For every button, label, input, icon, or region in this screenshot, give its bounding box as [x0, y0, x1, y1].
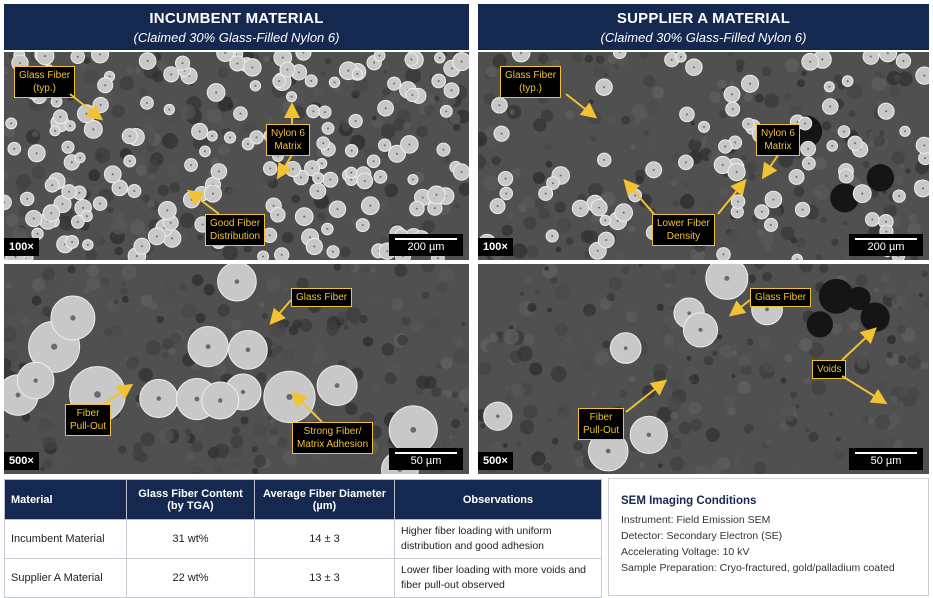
callout-glass-fiber: Glass Fiber: [750, 288, 812, 307]
cell-fiber-diameter: 14 ± 3: [254, 519, 395, 559]
callout-lower-density: Lower Fiber Density: [652, 214, 715, 246]
callout-nylon-matrix: Nylon 6 Matrix: [266, 124, 310, 156]
column-header-fiber-diameter: Average Fiber Diameter (µm): [254, 479, 395, 520]
magnification-label: 100×: [478, 238, 513, 256]
results-table: Material Glass Fiber Content (by TGA) Ave…: [4, 479, 602, 598]
column-header-material: Material: [4, 479, 127, 520]
callout-good-distribution: Good Fiber Distribution: [205, 214, 266, 246]
scale-bar-label: 50 µm: [410, 455, 442, 467]
scale-bar: 50 µm: [849, 448, 923, 470]
conditions-title: SEM Imaging Conditions: [621, 495, 757, 507]
cell-observations: Higher fiber loading with uniform distri…: [394, 519, 602, 559]
cell-fiber-content: 22 wt%: [126, 558, 255, 598]
condition-sample-prep: Sample Preparation: Cryo-fractured, gold…: [621, 562, 895, 574]
incumbent-subtitle: (Claimed 30% Glass-Filled Nylon 6): [133, 30, 340, 45]
incumbent-100x-micrograph: Glass Fiber (typ.) Nylon 6 Matrix Good Fib…: [4, 52, 469, 260]
cell-material: Supplier A Material: [4, 558, 127, 598]
table-header-row: Material Glass Fiber Content (by TGA) Ave…: [4, 479, 602, 520]
callout-glass-fiber: Glass Fiber: [291, 288, 353, 307]
supplier-a-title: SUPPLIER A MATERIAL: [616, 10, 791, 27]
condition-detector: Detector: Secondary Electron (SE): [621, 530, 783, 542]
scale-bar-label: 50 µm: [870, 455, 902, 467]
scale-bar: 50 µm: [389, 448, 463, 470]
supplier-a-100x-micrograph: Glass Fiber (typ.) Nylon 6 Matrix Lower Fi…: [478, 52, 929, 260]
sem-imaging-conditions: SEM Imaging Conditions Instrument: Field…: [608, 478, 929, 596]
micrograph-texture: [478, 264, 929, 474]
column-header-observations: Observations: [394, 479, 602, 520]
table-row: Supplier A Material 22 wt% 13 ± 3 Lower …: [4, 558, 602, 598]
scale-bar: 200 µm: [849, 234, 923, 256]
condition-voltage: Accelerating Voltage: 10 kV: [621, 546, 750, 558]
cell-fiber-content: 31 wt%: [126, 519, 255, 559]
incumbent-header: INCUMBENT MATERIAL (Claimed 30% Glass-Fi…: [4, 4, 469, 50]
incumbent-column: INCUMBENT MATERIAL (Claimed 30% Glass-Fi…: [4, 4, 469, 474]
cell-observations: Lower fiber loading with more voids and …: [394, 558, 602, 598]
table-row: Incumbent Material 31 wt% 14 ± 3 Higher …: [4, 519, 602, 559]
scale-bar-label: 200 µm: [867, 241, 905, 253]
column-header-fiber-content: Glass Fiber Content (by TGA): [126, 479, 255, 520]
callout-fiber-pullout: Fiber Pull-Out: [65, 404, 112, 436]
cell-material: Incumbent Material: [4, 519, 127, 559]
magnification-label: 500×: [4, 452, 39, 470]
incumbent-500x-micrograph: Glass Fiber Fiber Pull-Out Strong Fiber/M…: [4, 264, 469, 474]
micrograph-texture: [4, 264, 469, 474]
supplier-a-500x-micrograph: Glass Fiber Voids Fiber Pull-Out 500× 50 …: [478, 264, 929, 474]
condition-instrument: Instrument: Field Emission SEM: [621, 514, 771, 526]
callout-voids: Voids: [812, 360, 847, 379]
callout-glass-fiber-typ: Glass Fiber (typ.): [14, 66, 76, 98]
callout-nylon-matrix: Nylon 6 Matrix: [756, 124, 800, 156]
callout-fiber-pullout: Fiber Pull-Out: [578, 408, 625, 440]
callout-glass-fiber-typ: Glass Fiber (typ.): [500, 66, 562, 98]
scale-bar-label: 200 µm: [407, 241, 445, 253]
incumbent-title: INCUMBENT MATERIAL: [149, 10, 324, 27]
supplier-a-header: SUPPLIER A MATERIAL (Claimed 30% Glass-F…: [478, 4, 929, 50]
callout-strong-adhesion: Strong Fiber/Matrix Adhesion: [292, 422, 374, 454]
supplier-a-column: SUPPLIER A MATERIAL (Claimed 30% Glass-F…: [478, 4, 929, 474]
scale-bar: 200 µm: [389, 234, 463, 256]
magnification-label: 500×: [478, 452, 513, 470]
cell-fiber-diameter: 13 ± 3: [254, 558, 395, 598]
magnification-label: 100×: [4, 238, 39, 256]
supplier-a-subtitle: (Claimed 30% Glass-Filled Nylon 6): [600, 30, 807, 45]
